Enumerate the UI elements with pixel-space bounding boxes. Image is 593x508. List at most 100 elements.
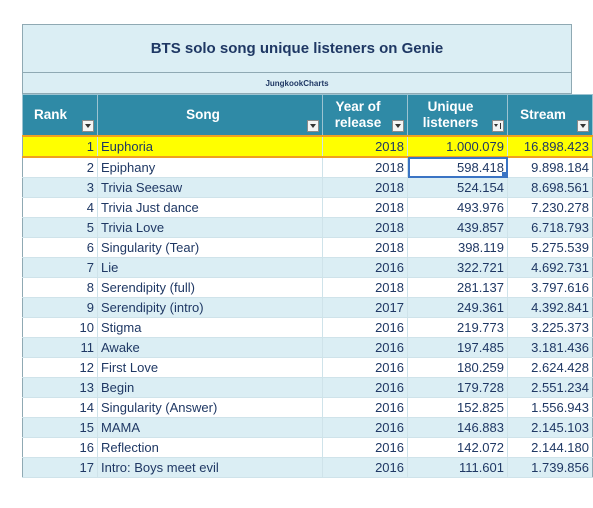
song-cell[interactable]: Stigma [97, 317, 323, 338]
unique-listeners-cell[interactable]: 1.000.079 [407, 135, 508, 158]
song-cell[interactable]: Begin [97, 377, 323, 398]
table-row[interactable]: 8 Serendipity (full) 2018 281.137 3.797.616 [22, 277, 593, 298]
unique-listeners-cell[interactable]: 152.825 [407, 397, 508, 418]
sort-descending-icon[interactable] [492, 120, 504, 132]
rank-cell[interactable]: 2 [22, 157, 98, 178]
rank-cell[interactable]: 11 [22, 337, 98, 358]
unique-listeners-cell[interactable]: 146.883 [407, 417, 508, 438]
table-row[interactable]: 4 Trivia Just dance 2018 493.976 7.230.278 [22, 197, 593, 218]
rank-cell[interactable]: 14 [22, 397, 98, 418]
song-cell[interactable]: MAMA [97, 417, 323, 438]
filter-dropdown-icon[interactable] [392, 120, 404, 132]
song-cell[interactable]: Singularity (Tear) [97, 237, 323, 258]
table-row[interactable]: 17 Intro: Boys meet evil 2016 111.601 1.739.… [22, 457, 593, 478]
year-cell[interactable]: 2018 [322, 177, 408, 198]
year-cell[interactable]: 2016 [322, 257, 408, 278]
table-row[interactable]: 14 Singularity (Answer) 2016 152.825 1.556.9… [22, 397, 593, 418]
unique-listeners-cell[interactable]: 281.137 [407, 277, 508, 298]
table-row[interactable]: 10 Stigma 2016 219.773 3.225.373 [22, 317, 593, 338]
year-cell[interactable]: 2018 [322, 135, 408, 158]
unique-listeners-cell[interactable]: 179.728 [407, 377, 508, 398]
table-row[interactable]: 2 Epiphany 2018 598.418 9.898.184 [22, 157, 593, 178]
stream-cell[interactable]: 8.698.561 [507, 177, 593, 198]
table-row[interactable]: 9 Serendipity (intro) 2017 249.361 4.392.841 [22, 297, 593, 318]
stream-cell[interactable]: 2.145.103 [507, 417, 593, 438]
selected-cell[interactable]: 598.418 [407, 157, 508, 178]
song-cell[interactable]: Intro: Boys meet evil [97, 457, 323, 478]
stream-cell[interactable]: 5.275.539 [507, 237, 593, 258]
year-cell[interactable]: 2016 [322, 457, 408, 478]
song-cell[interactable]: Serendipity (full) [97, 277, 323, 298]
rank-cell[interactable]: 3 [22, 177, 98, 198]
year-cell[interactable]: 2018 [322, 197, 408, 218]
stream-cell[interactable]: 16.898.423 [507, 135, 593, 158]
stream-cell[interactable]: 2.624.428 [507, 357, 593, 378]
year-cell[interactable]: 2018 [322, 217, 408, 238]
fill-handle[interactable] [502, 172, 507, 177]
stream-cell[interactable]: 3.225.373 [507, 317, 593, 338]
song-cell[interactable]: Singularity (Answer) [97, 397, 323, 418]
rank-cell[interactable]: 15 [22, 417, 98, 438]
year-cell[interactable]: 2017 [322, 297, 408, 318]
song-cell[interactable]: Serendipity (intro) [97, 297, 323, 318]
rank-cell[interactable]: 6 [22, 237, 98, 258]
song-cell[interactable]: Euphoria [97, 135, 323, 158]
song-cell[interactable]: Epiphany [97, 157, 323, 178]
stream-cell[interactable]: 4.392.841 [507, 297, 593, 318]
stream-cell[interactable]: 3.797.616 [507, 277, 593, 298]
song-cell[interactable]: First Love [97, 357, 323, 378]
stream-cell[interactable]: 7.230.278 [507, 197, 593, 218]
rank-cell[interactable]: 9 [22, 297, 98, 318]
year-cell[interactable]: 2016 [322, 377, 408, 398]
table-row[interactable]: 3 Trivia Seesaw 2018 524.154 8.698.561 [22, 177, 593, 198]
table-row[interactable]: 11 Awake 2016 197.485 3.181.436 [22, 337, 593, 358]
song-cell[interactable]: Trivia Seesaw [97, 177, 323, 198]
table-row[interactable]: 13 Begin 2016 179.728 2.551.234 [22, 377, 593, 398]
year-cell[interactable]: 2018 [322, 237, 408, 258]
year-cell[interactable]: 2016 [322, 397, 408, 418]
rank-cell[interactable]: 8 [22, 277, 98, 298]
stream-cell[interactable]: 1.739.856 [507, 457, 593, 478]
song-cell[interactable]: Awake [97, 337, 323, 358]
stream-cell[interactable]: 4.692.731 [507, 257, 593, 278]
unique-listeners-cell[interactable]: 398.119 [407, 237, 508, 258]
table-row[interactable]: 15 MAMA 2016 146.883 2.145.103 [22, 417, 593, 438]
filter-dropdown-icon[interactable] [82, 120, 94, 132]
rank-cell[interactable]: 16 [22, 437, 98, 458]
year-cell[interactable]: 2016 [322, 337, 408, 358]
table-row[interactable]: 6 Singularity (Tear) 2018 398.119 5.275.539 [22, 237, 593, 258]
stream-cell[interactable]: 3.181.436 [507, 337, 593, 358]
unique-listeners-cell[interactable]: 111.601 [407, 457, 508, 478]
rank-cell[interactable]: 10 [22, 317, 98, 338]
stream-cell[interactable]: 6.718.793 [507, 217, 593, 238]
stream-cell[interactable]: 1.556.943 [507, 397, 593, 418]
unique-listeners-cell[interactable]: 439.857 [407, 217, 508, 238]
unique-listeners-cell[interactable]: 219.773 [407, 317, 508, 338]
rank-cell[interactable]: 12 [22, 357, 98, 378]
year-cell[interactable]: 2016 [322, 417, 408, 438]
stream-cell[interactable]: 9.898.184 [507, 157, 593, 178]
unique-listeners-cell[interactable]: 180.259 [407, 357, 508, 378]
year-cell[interactable]: 2018 [322, 157, 408, 178]
unique-listeners-cell[interactable]: 197.485 [407, 337, 508, 358]
rank-cell[interactable]: 13 [22, 377, 98, 398]
filter-dropdown-icon[interactable] [307, 120, 319, 132]
rank-cell[interactable]: 1 [22, 135, 98, 158]
rank-cell[interactable]: 5 [22, 217, 98, 238]
rank-cell[interactable]: 4 [22, 197, 98, 218]
year-cell[interactable]: 2016 [322, 317, 408, 338]
song-cell[interactable]: Reflection [97, 437, 323, 458]
stream-cell[interactable]: 2.144.180 [507, 437, 593, 458]
table-row[interactable]: 12 First Love 2016 180.259 2.624.428 [22, 357, 593, 378]
year-cell[interactable]: 2016 [322, 437, 408, 458]
unique-listeners-cell[interactable]: 249.361 [407, 297, 508, 318]
stream-cell[interactable]: 2.551.234 [507, 377, 593, 398]
rank-cell[interactable]: 7 [22, 257, 98, 278]
year-cell[interactable]: 2016 [322, 357, 408, 378]
table-row[interactable]: 5 Trivia Love 2018 439.857 6.718.793 [22, 217, 593, 238]
table-row[interactable]: 16 Reflection 2016 142.072 2.144.180 [22, 437, 593, 458]
year-cell[interactable]: 2018 [322, 277, 408, 298]
unique-listeners-cell[interactable]: 524.154 [407, 177, 508, 198]
song-cell[interactable]: Trivia Love [97, 217, 323, 238]
table-row[interactable]: 1 Euphoria 2018 1.000.079 16.898.423 [22, 135, 593, 158]
